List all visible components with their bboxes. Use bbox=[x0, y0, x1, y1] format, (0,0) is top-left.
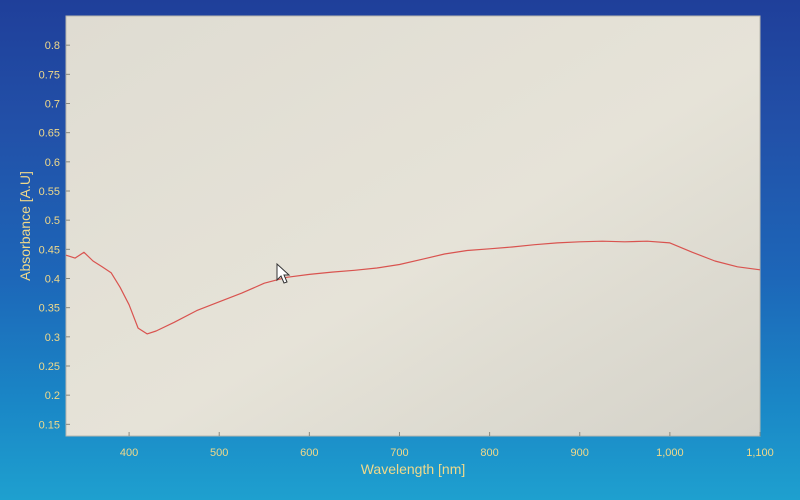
mouse-cursor-icon bbox=[276, 262, 291, 284]
plot-area bbox=[65, 15, 761, 437]
x-tick-label: 600 bbox=[300, 447, 318, 459]
absorbance-series-line bbox=[65, 240, 761, 335]
y-tick-label: 0.75 bbox=[39, 69, 60, 81]
y-tick-label: 0.8 bbox=[45, 40, 60, 52]
y-axis: 0.15 0.2 0.25 0.3 0.35 0.4 0.45 0.5 0.55 0.6 0.65 0… bbox=[39, 40, 70, 431]
y-tick-label: 0.25 bbox=[39, 361, 60, 373]
y-tick-label: 0.55 bbox=[39, 186, 60, 198]
y-axis-title: Absorbance [A.U] bbox=[17, 171, 33, 281]
x-tick-label: 500 bbox=[210, 447, 228, 459]
x-tick-label: 400 bbox=[120, 447, 138, 459]
x-tick-label: 1,000 bbox=[656, 447, 684, 459]
y-tick-label: 0.35 bbox=[39, 303, 60, 315]
y-tick-label: 0.65 bbox=[39, 128, 60, 140]
x-tick-label: 800 bbox=[480, 447, 498, 459]
y-tick-label: 0.6 bbox=[45, 157, 60, 169]
y-tick-label: 0.4 bbox=[45, 274, 60, 286]
x-tick-label: 1,100 bbox=[746, 447, 774, 459]
x-tick-label: 700 bbox=[390, 447, 408, 459]
x-axis-title: Wavelength [nm] bbox=[361, 461, 466, 477]
y-tick-label: 0.15 bbox=[39, 419, 60, 431]
y-tick-label: 0.7 bbox=[45, 99, 60, 111]
x-axis: 400 500 600 700 800 900 1,000 1,100 bbox=[120, 432, 774, 459]
series-layer bbox=[65, 240, 761, 335]
x-tick-label: 900 bbox=[571, 447, 589, 459]
y-tick-label: 0.5 bbox=[45, 215, 60, 227]
y-tick-label: 0.45 bbox=[39, 244, 60, 256]
y-tick-label: 0.3 bbox=[45, 332, 60, 344]
y-tick-label: 0.2 bbox=[45, 390, 60, 402]
